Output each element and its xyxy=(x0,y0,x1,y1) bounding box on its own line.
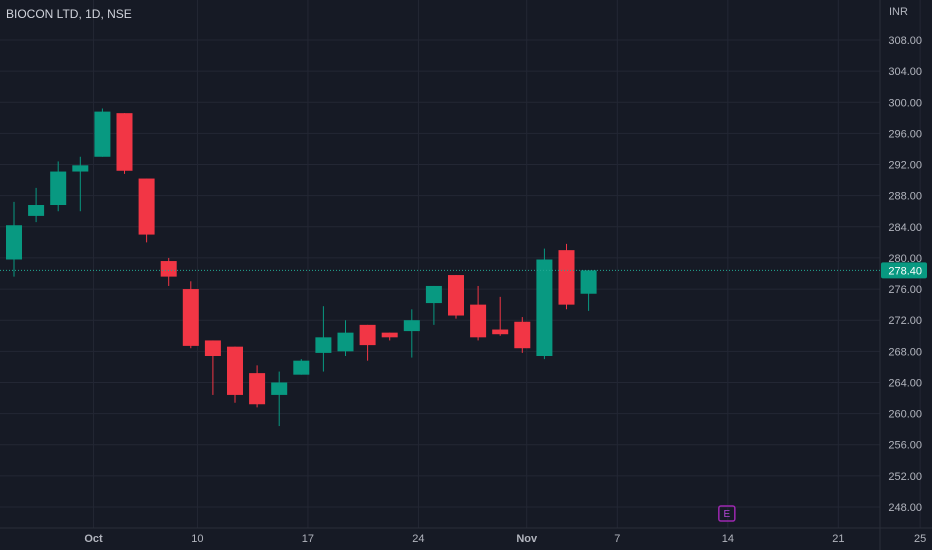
candles-layer xyxy=(6,108,597,427)
candle-body xyxy=(448,275,464,316)
candle-body xyxy=(293,360,310,375)
candle-body xyxy=(94,111,111,157)
price-tick-label: 248.00 xyxy=(888,502,922,514)
candle-body xyxy=(337,332,354,352)
candle[interactable] xyxy=(6,201,22,277)
candle-body xyxy=(72,165,89,172)
candle[interactable] xyxy=(492,296,509,336)
price-tick-label: 252.00 xyxy=(888,471,922,483)
candle[interactable] xyxy=(50,161,67,212)
last-price-badge: 278.40 xyxy=(881,262,927,279)
candle-body xyxy=(558,250,575,305)
candle-body xyxy=(138,178,155,235)
price-tick-label: 264.00 xyxy=(888,377,922,389)
price-tick-label: 292.00 xyxy=(888,160,922,172)
price-tick-label: 260.00 xyxy=(888,409,922,421)
last-price-badge-bg xyxy=(881,262,927,279)
price-tick-label: 284.00 xyxy=(888,222,922,234)
price-axis[interactable]: 308.00 304.00 300.00 296.00 292.00 288.00 284.… xyxy=(888,35,922,514)
candle[interactable] xyxy=(160,257,177,286)
price-tick-label: 256.00 xyxy=(888,440,922,452)
candle[interactable] xyxy=(293,359,310,375)
candle-body xyxy=(381,332,398,338)
candle[interactable] xyxy=(448,275,464,319)
price-tick-label: 308.00 xyxy=(888,35,922,47)
candle[interactable] xyxy=(558,243,575,310)
candle-body xyxy=(403,320,420,332)
candle[interactable] xyxy=(271,371,288,427)
candle-body xyxy=(116,113,133,171)
candle[interactable] xyxy=(359,324,376,361)
candle[interactable] xyxy=(28,187,45,223)
event-marker-label: E xyxy=(723,509,730,520)
candle-body xyxy=(6,225,22,260)
time-tick-label: 17 xyxy=(302,533,314,545)
candle-body xyxy=(50,171,67,206)
candle-body xyxy=(470,304,487,338)
symbol-title[interactable]: BIOCON LTD, 1D, NSE xyxy=(6,7,132,21)
candle[interactable] xyxy=(204,340,221,395)
price-tick-label: 276.00 xyxy=(888,284,922,296)
price-tick-label: 288.00 xyxy=(888,191,922,203)
time-tick-label: 7 xyxy=(614,533,620,545)
candle[interactable] xyxy=(403,309,420,358)
price-tick-label: 280.00 xyxy=(888,253,922,265)
time-tick-label: 21 xyxy=(832,533,844,545)
candle-body xyxy=(580,270,597,294)
candle[interactable] xyxy=(580,270,597,311)
candle-body xyxy=(514,321,531,349)
candle-body xyxy=(28,205,45,216)
time-tick-label: 24 xyxy=(412,533,424,545)
candle[interactable] xyxy=(337,320,354,357)
time-axis[interactable]: Oct 10 17 24 Nov 7 14 21 25 xyxy=(84,533,926,545)
candle[interactable] xyxy=(182,281,199,349)
candle[interactable] xyxy=(536,248,553,360)
time-tick-label: 14 xyxy=(722,533,734,545)
candle[interactable] xyxy=(138,178,155,243)
price-tick-label: 296.00 xyxy=(888,128,922,140)
candle[interactable] xyxy=(94,108,111,157)
candle-body xyxy=(315,337,332,353)
candle-body xyxy=(182,289,199,346)
event-marker-box[interactable] xyxy=(718,505,736,522)
candle-body xyxy=(271,382,288,395)
currency-label: INR xyxy=(889,6,908,18)
candle[interactable] xyxy=(315,306,332,372)
candle-body xyxy=(249,373,266,405)
candle[interactable] xyxy=(381,332,398,341)
time-tick-label: 10 xyxy=(191,533,203,545)
candle-body xyxy=(359,324,376,346)
candle[interactable] xyxy=(425,285,442,325)
time-tick-label: Nov xyxy=(516,533,538,545)
time-tick-label: Oct xyxy=(84,533,103,545)
candle-body xyxy=(204,340,221,357)
price-tick-label: 268.00 xyxy=(888,346,922,358)
candle-body xyxy=(425,285,442,304)
candle-body xyxy=(227,346,243,395)
candle[interactable] xyxy=(116,113,133,174)
candle[interactable] xyxy=(514,317,531,353)
time-tick-label: 25 xyxy=(914,533,926,545)
candle[interactable] xyxy=(470,285,487,341)
earnings-event-marker[interactable]: E xyxy=(718,505,736,522)
last-price-value: 278.40 xyxy=(888,265,922,277)
candle[interactable] xyxy=(72,156,89,212)
price-tick-label: 300.00 xyxy=(888,97,922,109)
candle[interactable] xyxy=(227,346,243,403)
candle-body xyxy=(492,329,509,335)
candle-body xyxy=(536,259,553,357)
price-tick-label: 272.00 xyxy=(888,315,922,327)
price-tick-label: 304.00 xyxy=(888,66,922,78)
candle[interactable] xyxy=(249,365,266,408)
candle-body xyxy=(160,261,177,277)
